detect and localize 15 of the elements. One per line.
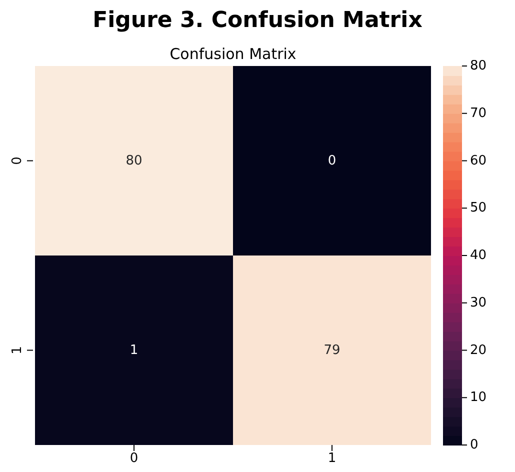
color-bar-label: 60 bbox=[470, 153, 487, 168]
color-bar-label: 70 bbox=[470, 106, 487, 121]
data-label: 0 bbox=[328, 153, 336, 168]
color-bar-label: 50 bbox=[470, 200, 487, 216]
color-bar-label: 40 bbox=[470, 248, 487, 263]
chart-title: Figure 3. Confusion Matrix bbox=[92, 8, 424, 33]
data-label: 79 bbox=[324, 342, 340, 358]
color-bar-label: 80 bbox=[470, 58, 487, 74]
color-bar-label: 20 bbox=[470, 342, 487, 358]
data-label: 1 bbox=[130, 342, 138, 358]
color-bar-label: 0 bbox=[470, 438, 478, 452]
data-label: 80 bbox=[126, 153, 142, 168]
color-bar-label: 10 bbox=[470, 390, 487, 406]
color-bar-label: 30 bbox=[470, 295, 487, 310]
chart-subtitle: Confusion Matrix bbox=[168, 45, 298, 63]
